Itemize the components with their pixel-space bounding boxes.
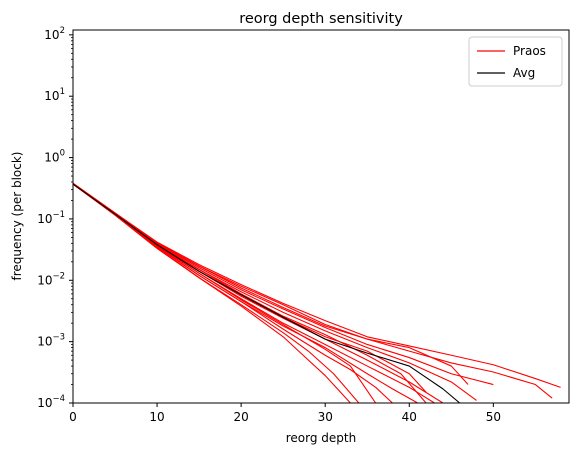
x-tick-label: 40 [402, 410, 417, 424]
y-tick-label: 102 [44, 26, 65, 42]
series-line-praos-3 [73, 183, 477, 401]
series-line-praos-2 [73, 182, 494, 386]
series-line-praos-0 [73, 182, 561, 388]
y-axis-label: frequency (per block) [10, 152, 24, 281]
legend-label-praos: Praos [513, 44, 546, 58]
series-line-praos-1 [73, 182, 553, 399]
legend-label-avg: Avg [513, 66, 535, 80]
chart-title: reorg depth sensitivity [239, 11, 403, 27]
y-tick-label: 10−3 [37, 333, 65, 349]
legend-box [468, 36, 563, 87]
series-line-praos-13 [73, 183, 377, 403]
x-tick-label: 30 [318, 410, 333, 424]
series-line-avg [73, 183, 461, 403]
y-tick-label: 10−1 [37, 210, 65, 226]
plot-frame [72, 29, 570, 404]
y-tick-label: 101 [44, 87, 65, 103]
series-layer [73, 182, 561, 403]
y-axis: 10−4 10−3 10−2 10−1 100 101 102 [37, 26, 73, 410]
y-tick-label: 10−2 [37, 271, 65, 287]
x-tick-label: 10 [149, 410, 164, 424]
series-line-praos-9 [73, 183, 351, 403]
x-tick-label: 20 [233, 410, 248, 424]
legend: Praos Avg [468, 36, 563, 87]
x-axis: 0 10 20 30 40 50 [69, 403, 501, 424]
y-tick-label: 10−4 [37, 394, 65, 410]
x-tick-label: 0 [69, 410, 77, 424]
x-axis-label: reorg depth [286, 431, 356, 445]
series-line-praos-10 [73, 182, 469, 385]
y-tick-label: 100 [44, 149, 65, 165]
x-tick-label: 50 [486, 410, 501, 424]
series-line-praos-8 [73, 183, 360, 403]
